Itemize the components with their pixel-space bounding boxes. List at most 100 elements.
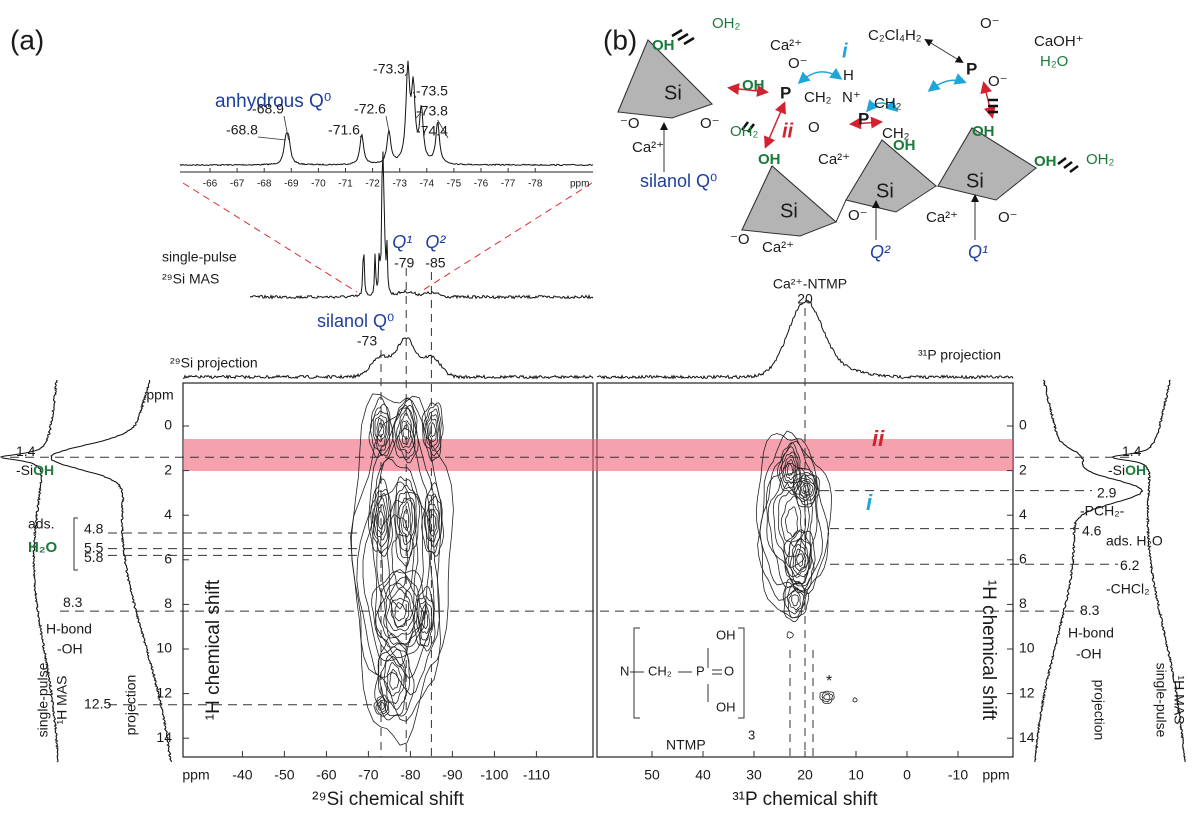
structure-label: CH₂: [882, 125, 910, 142]
label: projection: [1091, 680, 1107, 741]
contour: [386, 662, 403, 697]
structure-label: O⁻: [848, 207, 868, 224]
contour: [430, 513, 436, 532]
structure-label: OH₂: [730, 123, 759, 140]
structure-label: Si: [780, 200, 798, 222]
label: -OH: [57, 641, 83, 657]
contour: [784, 583, 806, 618]
contour: [786, 631, 794, 639]
label: -SiOH: [1108, 462, 1146, 478]
contour: [792, 543, 809, 576]
x-tick-label: 20: [797, 767, 813, 783]
contour: [788, 537, 812, 584]
structure-label: C₂Cl₄H₂: [868, 27, 922, 44]
tetrahedron: [741, 165, 837, 237]
label: *: [826, 673, 832, 690]
x-tick-label: -70: [358, 767, 378, 783]
x-tick-label: -90: [442, 767, 462, 783]
shift-label: 1.4: [16, 443, 36, 459]
x-tick-label: 50: [644, 767, 660, 783]
tick-label: -73: [392, 179, 407, 190]
structure-label: OH: [972, 123, 995, 140]
peak-leader: [437, 119, 449, 139]
structure-label: O⁻: [980, 15, 1000, 32]
contour: [777, 489, 807, 558]
contour: [389, 668, 400, 691]
x-tick-label: -110: [523, 767, 550, 783]
contour: [383, 582, 418, 638]
label: 3: [748, 727, 755, 742]
contour: [789, 538, 811, 578]
structure-label: ⁻O: [730, 231, 750, 248]
ntmp-bonds: [630, 627, 745, 719]
tetrahedron: [845, 139, 937, 213]
shift-label: 6.2: [1120, 557, 1140, 573]
site-label: Q¹: [392, 232, 412, 252]
label: single-pulse: [162, 249, 237, 265]
contour: [356, 404, 441, 696]
y-tick-label: 2: [1019, 461, 1027, 477]
contour: [400, 501, 411, 538]
site-label: silanol Q⁰: [317, 311, 394, 331]
x-tick-label: -10: [948, 767, 968, 783]
y-tick-label: 0: [1019, 417, 1027, 433]
contour: [823, 693, 831, 701]
y-tick-label: 6: [164, 551, 172, 567]
tick-label: -66: [203, 179, 218, 190]
y-tick-label: 8: [1019, 595, 1027, 611]
structure-label: O⁻: [788, 55, 808, 72]
tick-label: -77: [501, 179, 516, 190]
label: H-bond: [46, 621, 92, 637]
structure-label: Ca²⁺: [818, 151, 850, 168]
peak-label: -74.4: [416, 123, 448, 139]
label: H₂O: [28, 539, 57, 556]
arrow: [866, 99, 899, 113]
structure-label: Ca²⁺: [926, 209, 958, 226]
structure-label: O⁻: [998, 209, 1018, 226]
contour: [780, 495, 802, 547]
structure-label: OH: [758, 151, 781, 168]
tick-label: -75: [447, 179, 462, 190]
label: NTMP: [666, 737, 706, 753]
contour: [782, 454, 797, 484]
contour: [772, 480, 810, 568]
structure-label: CH₂: [804, 89, 832, 106]
contour: [374, 414, 388, 447]
label: ads. H₂O: [1106, 533, 1163, 549]
label: CH₂: [648, 663, 672, 678]
bracket: [73, 517, 78, 571]
contour: [413, 586, 436, 652]
single-pulse-1h: [1111, 379, 1186, 763]
structure-label: O⁻: [988, 73, 1008, 90]
structure-label: Q¹: [968, 242, 988, 262]
site-label: Q²: [425, 232, 446, 252]
contour: [424, 408, 440, 452]
axis-unit: ppm: [570, 179, 589, 190]
y-tick-label: 14: [156, 729, 172, 745]
x-tick-label: 0: [903, 767, 911, 783]
contour: [398, 497, 414, 546]
hashed-bond: [988, 98, 998, 114]
arrow: [924, 38, 964, 64]
contour: [794, 548, 807, 572]
arrow: [727, 83, 769, 97]
structure-label: i: [842, 40, 848, 62]
y-tick-label: 8: [164, 595, 172, 611]
contour: [395, 485, 417, 559]
contour: [383, 658, 405, 705]
axis-title: ¹H chemical shift: [978, 580, 999, 721]
arrow: [927, 73, 967, 92]
p-projection: [596, 299, 1014, 380]
structure-label: Si: [966, 170, 984, 192]
label-part: OH: [1125, 462, 1146, 478]
contour: [391, 533, 409, 590]
arrow: [764, 101, 786, 149]
shift-label: 20: [797, 291, 813, 307]
panel-label: (a): [10, 24, 44, 55]
contour: [369, 403, 391, 456]
structure-label: O: [808, 119, 820, 136]
axis-title: ²⁹Si chemical shift: [312, 789, 464, 810]
x-tick-label: 30: [746, 767, 762, 783]
contour: [372, 410, 390, 452]
